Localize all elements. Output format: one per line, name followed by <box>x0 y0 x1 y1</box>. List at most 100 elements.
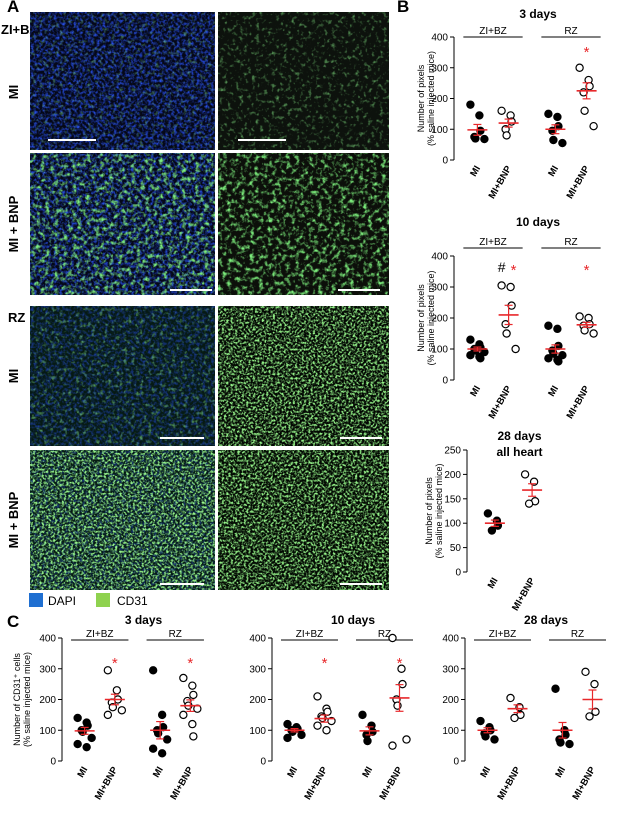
significance-star: * <box>584 44 590 61</box>
data-point <box>506 282 515 292</box>
micrograph-zibz-mibnp-cd31 <box>218 153 389 295</box>
y-tick-label: 0 <box>453 757 459 768</box>
data-point <box>497 106 506 116</box>
chart-title: 28 days <box>524 613 568 627</box>
x-category-label: MI+BNP <box>377 764 405 801</box>
x-category-label: MI <box>546 384 561 399</box>
significance-star: * <box>187 655 193 672</box>
y-tick-label: 400 <box>39 634 56 645</box>
y-tick-label: 200 <box>431 94 448 105</box>
data-point <box>544 321 553 330</box>
chart-B-28days: 28 days all heart 0 50 100 150 200 250 Number of… <box>424 429 543 613</box>
data-point <box>553 324 562 334</box>
x-category-label: MI <box>360 765 375 780</box>
significance-star: * <box>112 655 118 672</box>
group-label: RZ <box>564 26 577 37</box>
data-point <box>520 470 530 479</box>
x-category-label: MI+BNP <box>487 163 515 200</box>
data-point <box>551 684 560 693</box>
group-label: RZ <box>564 237 577 248</box>
row-label-zibz-mi: MI <box>6 85 21 99</box>
x-category-label: MI+BNP <box>93 764 121 801</box>
data-point <box>82 742 91 752</box>
y-tick-label: 100 <box>444 519 461 530</box>
micrograph-grid: ZI+BZ RZ <box>1 12 389 608</box>
x-category-label: MI+BNP <box>168 764 196 801</box>
data-point <box>471 134 480 143</box>
data-point <box>589 329 598 338</box>
chart-title: 3 days <box>125 613 163 627</box>
group-label: ZI+BZ <box>489 629 517 640</box>
y-axis-label: (% saline injected mice) <box>426 270 436 365</box>
y-tick-label: 0 <box>260 757 266 768</box>
data-point <box>581 667 590 677</box>
data-point <box>402 735 411 744</box>
y-tick-label: 0 <box>455 568 461 579</box>
y-axis-label: Number of pixels <box>416 64 426 132</box>
data-point <box>466 100 475 109</box>
y-tick-label: 300 <box>249 664 266 675</box>
data-point <box>480 134 489 144</box>
data-point <box>575 63 584 72</box>
x-category-label: MI <box>75 765 90 780</box>
data-point <box>313 692 322 701</box>
significance-star: * <box>322 655 328 672</box>
data-point <box>179 673 188 683</box>
x-category-label: MI+BNP <box>565 383 593 420</box>
y-tick-label: 150 <box>444 494 461 505</box>
micrograph-zibz-mi-merge <box>30 12 215 150</box>
data-point <box>544 109 553 119</box>
legend-label-cd31: CD31 <box>117 594 148 608</box>
y-tick-label: 200 <box>249 695 266 706</box>
data-point <box>108 702 118 712</box>
data-point <box>283 733 292 743</box>
data-point <box>358 710 367 720</box>
chart-subtitle: all heart <box>496 445 542 459</box>
micrograph-zibz-mibnp-merge <box>30 153 215 295</box>
y-axis-label: Number of CD31⁺ cells <box>12 653 22 746</box>
data-point <box>544 354 553 363</box>
micrograph-zibz-mi-cd31 <box>218 12 389 150</box>
y-axis-label: (% saline injected mice) <box>22 652 32 747</box>
data-point <box>590 679 599 689</box>
data-point <box>103 710 113 720</box>
data-point <box>112 686 122 695</box>
x-category-label: MI+BNP <box>487 383 515 420</box>
data-point <box>475 111 484 120</box>
data-point <box>466 335 475 344</box>
data-point <box>73 713 82 723</box>
chart-B-10days: 10 days 0 100 200 300 400 Number of pixels (% s… <box>416 215 601 421</box>
data-point <box>322 726 331 735</box>
y-axis-label: (% saline injected mice) <box>434 463 444 558</box>
data-point <box>490 735 499 744</box>
y-tick-label: 200 <box>39 695 56 706</box>
y-tick-label: 0 <box>442 156 448 167</box>
y-tick-label: 100 <box>442 726 459 737</box>
significance-star: * <box>511 262 517 279</box>
y-tick-label: 300 <box>442 664 459 675</box>
y-tick-label: 100 <box>39 726 56 737</box>
data-point <box>157 749 167 758</box>
micrograph-rz-mibnp-cd31 <box>218 450 389 590</box>
chart-C-3days: 3 days 0 100 200 300 400 Number of CD31⁺ cells… <box>12 613 204 802</box>
micrograph-rz-mi-cd31 <box>218 306 389 446</box>
data-point <box>189 690 198 700</box>
x-category-label: MI <box>546 164 561 179</box>
data-point <box>476 354 485 363</box>
row-label-rz-mibnp: MI + BNP <box>6 491 21 548</box>
hash-mark: # <box>498 259 506 275</box>
data-point <box>466 351 475 360</box>
data-point <box>397 664 406 673</box>
y-tick-label: 200 <box>431 314 448 325</box>
data-point <box>189 732 198 741</box>
y-axis-label: Number of pixels <box>416 284 426 352</box>
y-tick-label: 400 <box>431 33 448 44</box>
y-tick-label: 0 <box>442 376 448 387</box>
x-category-label: MI <box>468 384 483 399</box>
y-tick-label: 300 <box>431 63 448 74</box>
data-point <box>476 716 485 726</box>
x-category-label: MI <box>468 164 483 179</box>
data-point <box>506 693 515 703</box>
data-point <box>580 106 589 116</box>
